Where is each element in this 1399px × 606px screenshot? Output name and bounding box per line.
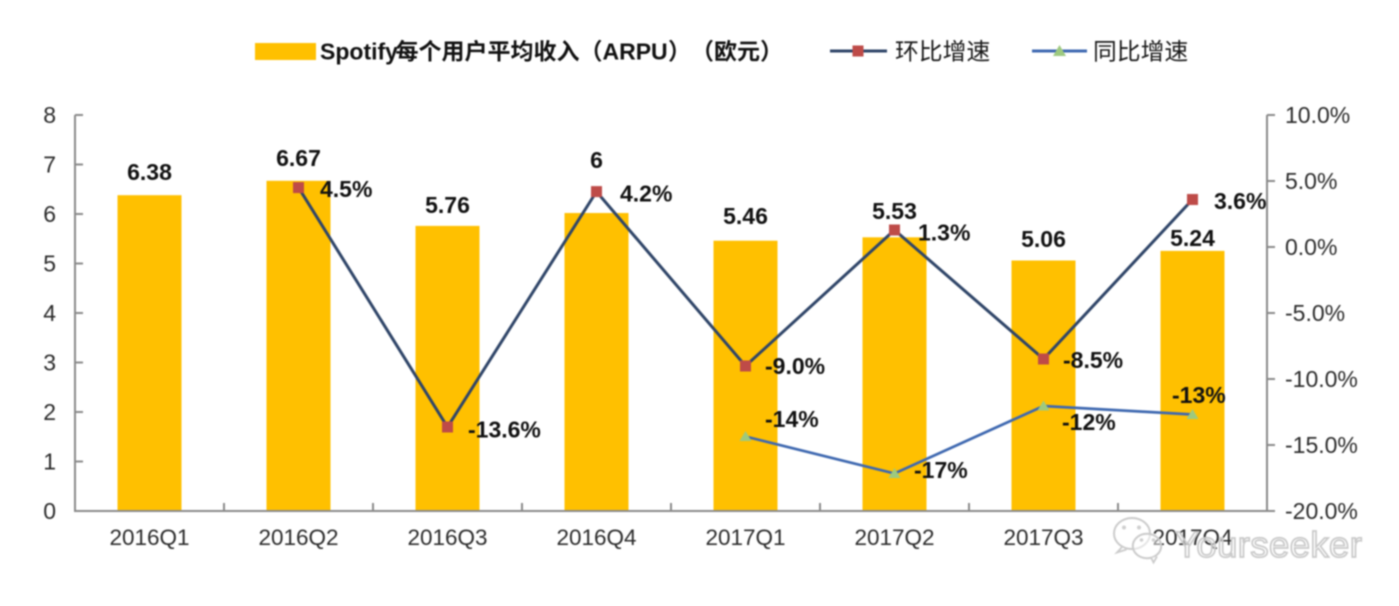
svg-text:5.46: 5.46 <box>723 203 768 229</box>
svg-text:0: 0 <box>43 498 56 524</box>
svg-text:-12%: -12% <box>1062 409 1116 435</box>
svg-text:-17%: -17% <box>914 457 968 483</box>
svg-text:2017Q2: 2017Q2 <box>854 525 934 550</box>
svg-text:1.3%: 1.3% <box>918 219 970 245</box>
svg-text:5: 5 <box>43 250 56 276</box>
svg-text:6.67: 6.67 <box>276 145 321 171</box>
svg-text:2016Q1: 2016Q1 <box>109 525 189 550</box>
svg-text:5.53: 5.53 <box>872 198 917 224</box>
svg-text:2016Q4: 2016Q4 <box>556 525 636 550</box>
svg-text:4.5%: 4.5% <box>320 176 372 202</box>
svg-text:ARPU: ARPU <box>603 39 668 65</box>
svg-text:-10.0%: -10.0% <box>1285 366 1358 392</box>
svg-text:2016Q2: 2016Q2 <box>258 525 338 550</box>
svg-text:6: 6 <box>43 201 56 227</box>
svg-text:3.6%: 3.6% <box>1214 188 1266 214</box>
svg-text:5.76: 5.76 <box>425 192 470 218</box>
svg-text:2017Q4: 2017Q4 <box>1152 525 1232 550</box>
svg-text:Yourseeker: Yourseeker <box>1175 524 1362 565</box>
svg-text:6.38: 6.38 <box>127 159 172 185</box>
svg-text:5.06: 5.06 <box>1021 226 1066 252</box>
svg-text:-13.6%: -13.6% <box>468 416 541 442</box>
svg-text:2016Q3: 2016Q3 <box>407 525 487 550</box>
svg-text:2017Q1: 2017Q1 <box>705 525 785 550</box>
svg-text:2: 2 <box>43 399 56 425</box>
svg-text:5.24: 5.24 <box>1170 225 1215 251</box>
svg-text:-15.0%: -15.0% <box>1285 432 1358 458</box>
svg-text:8: 8 <box>43 102 56 128</box>
svg-text:4.2%: 4.2% <box>620 180 672 206</box>
svg-text:0.0%: 0.0% <box>1285 234 1337 260</box>
svg-text:-9.0%: -9.0% <box>765 353 825 379</box>
svg-text:5.0%: 5.0% <box>1285 168 1337 194</box>
svg-text:-13%: -13% <box>1172 382 1226 408</box>
svg-text:-5.0%: -5.0% <box>1285 300 1345 326</box>
svg-text:6: 6 <box>590 147 603 173</box>
svg-text:3: 3 <box>43 349 56 375</box>
svg-text:2017Q3: 2017Q3 <box>1003 525 1083 550</box>
svg-text:7: 7 <box>43 151 56 177</box>
svg-text:4: 4 <box>43 300 56 326</box>
svg-text:Spotify: Spotify <box>320 39 398 65</box>
svg-text:1: 1 <box>43 448 56 474</box>
svg-text:10.0%: 10.0% <box>1285 102 1350 128</box>
svg-text:-20.0%: -20.0% <box>1285 498 1358 524</box>
svg-text:-14%: -14% <box>765 406 819 432</box>
svg-text:-8.5%: -8.5% <box>1063 347 1123 373</box>
